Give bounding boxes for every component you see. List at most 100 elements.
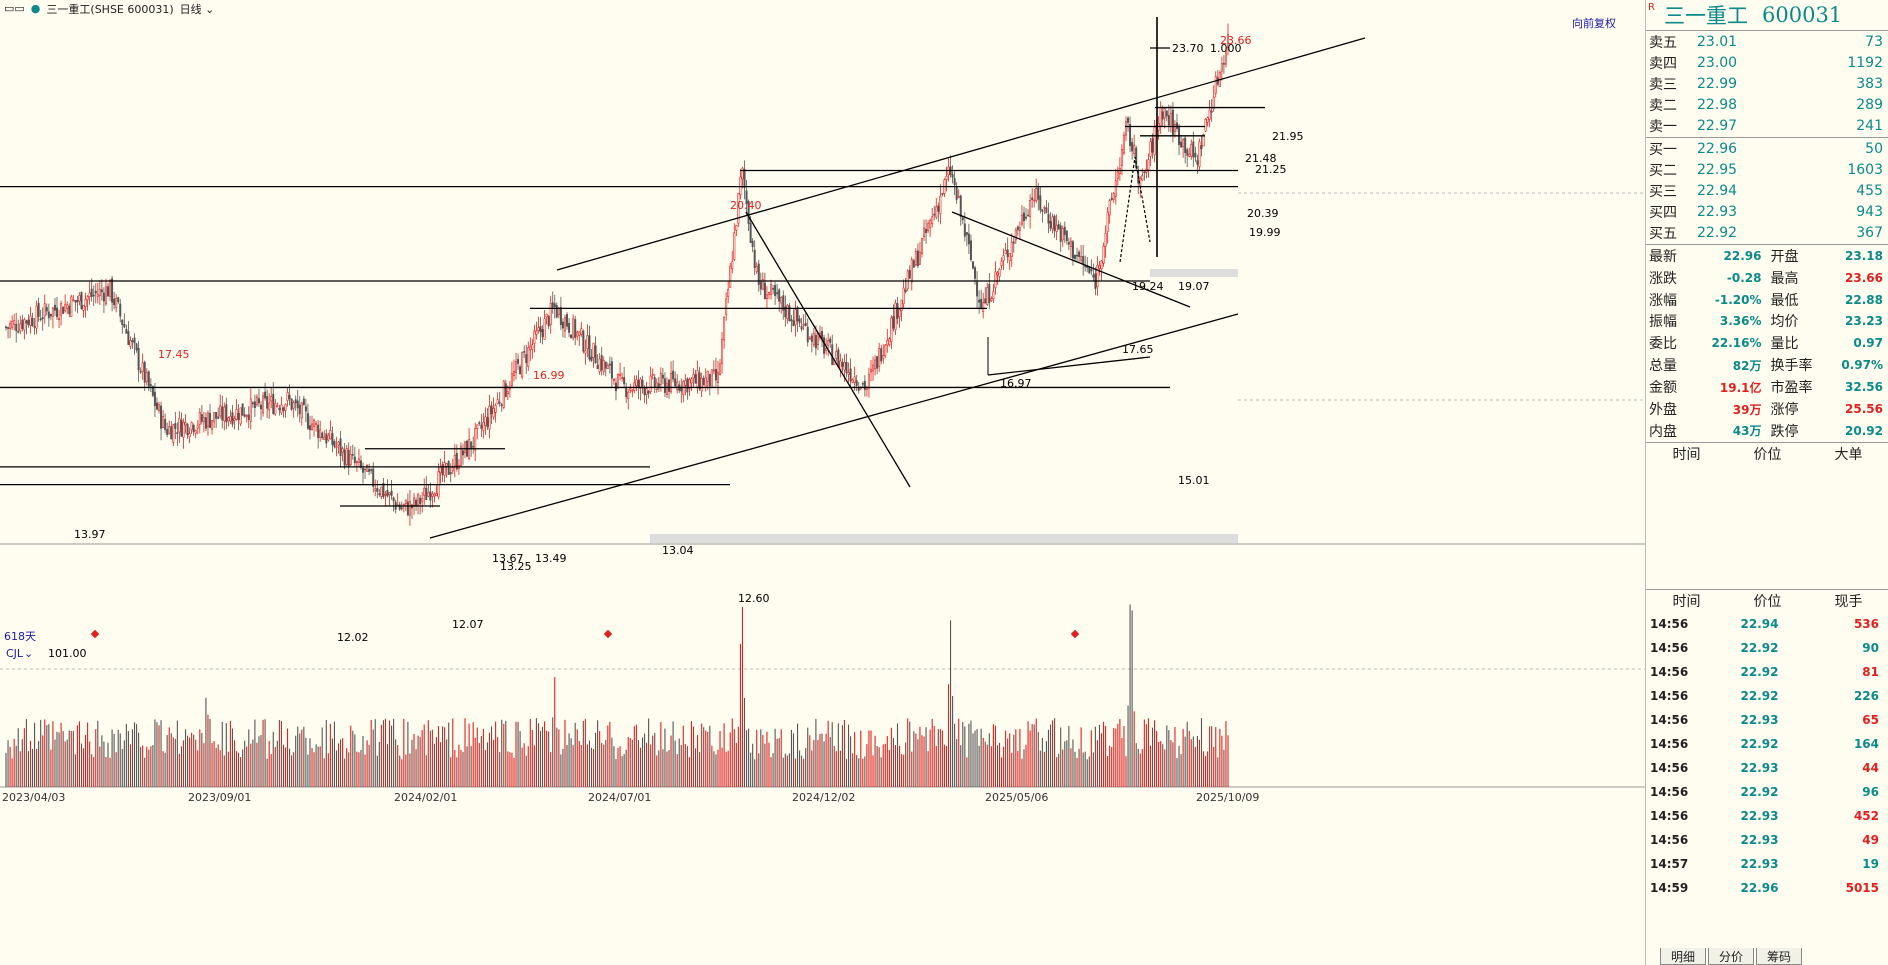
tab-明细[interactable]: 明细 bbox=[1660, 948, 1707, 965]
candle bbox=[72, 299, 75, 302]
bid-row[interactable]: 买一 22.96 50 bbox=[1646, 138, 1888, 159]
ask-row[interactable]: 卖五 23.01 73 bbox=[1646, 31, 1888, 52]
ask-row[interactable]: 卖二 22.98 289 bbox=[1646, 95, 1888, 116]
candle bbox=[539, 326, 542, 333]
candle bbox=[786, 304, 789, 320]
ask-price: 23.00 bbox=[1697, 54, 1738, 71]
candle bbox=[1061, 227, 1064, 241]
bid-row[interactable]: 买二 22.95 1603 bbox=[1646, 159, 1888, 180]
candle bbox=[912, 260, 915, 268]
bid-volume: 50 bbox=[1865, 140, 1883, 157]
candle bbox=[390, 490, 393, 496]
candle bbox=[51, 307, 54, 317]
tick-volume: 452 bbox=[1853, 808, 1879, 823]
quote-value: 25.56 bbox=[1845, 402, 1883, 417]
candle bbox=[155, 402, 158, 410]
candle bbox=[784, 306, 787, 318]
candle bbox=[978, 299, 981, 303]
candle bbox=[1227, 34, 1230, 48]
candle bbox=[969, 240, 972, 260]
candle bbox=[729, 265, 732, 288]
candle bbox=[1188, 153, 1191, 157]
candle bbox=[149, 384, 152, 386]
candle bbox=[1110, 197, 1113, 201]
candle bbox=[517, 358, 520, 364]
candle bbox=[633, 382, 636, 391]
price-label: 21.25 bbox=[1255, 163, 1287, 176]
quote-key: 外盘 bbox=[1649, 402, 1677, 419]
candle bbox=[484, 416, 487, 426]
candle bbox=[227, 417, 230, 422]
candle bbox=[96, 294, 99, 297]
tick-row: 14:56 22.93 44 bbox=[1646, 756, 1888, 780]
candle bbox=[625, 387, 628, 398]
candle bbox=[464, 441, 467, 453]
quote-panel: R 三一重工 600031 卖五 23.01 73 卖四 23.00 1192 卖三 22.9… bbox=[1645, 0, 1888, 965]
candle bbox=[549, 302, 552, 325]
candle bbox=[1090, 268, 1093, 272]
candle bbox=[1012, 241, 1015, 244]
candle bbox=[700, 377, 703, 392]
tick-price: 22.93 bbox=[1740, 760, 1779, 775]
candle bbox=[247, 414, 250, 421]
bid-volume: 455 bbox=[1856, 182, 1883, 199]
candle bbox=[15, 323, 18, 332]
candle bbox=[60, 303, 63, 316]
candle bbox=[963, 223, 966, 237]
ask-row[interactable]: 卖一 22.97 241 bbox=[1646, 116, 1888, 137]
chart-area[interactable]: 23.70 1.000 21.95 21.48 21.25 20.39 19.99 19.24… bbox=[0, 16, 1645, 962]
candle bbox=[266, 396, 269, 409]
candle bbox=[84, 298, 87, 307]
tick-row: 14:56 22.93 49 bbox=[1646, 828, 1888, 852]
candle bbox=[76, 299, 79, 303]
candle bbox=[586, 335, 589, 350]
trend-lines bbox=[0, 17, 1366, 543]
ask-volume: 383 bbox=[1856, 75, 1883, 92]
candle bbox=[772, 288, 775, 290]
candle bbox=[172, 424, 175, 443]
quote-key: 最高 bbox=[1770, 270, 1799, 287]
candle bbox=[561, 321, 564, 329]
tab-分价[interactable]: 分价 bbox=[1708, 948, 1755, 965]
candle bbox=[351, 454, 354, 456]
candle bbox=[278, 407, 281, 411]
candle bbox=[190, 422, 193, 431]
tab-筹码[interactable]: 筹码 bbox=[1756, 948, 1803, 965]
quote-key: 开盘 bbox=[1770, 248, 1799, 265]
candle bbox=[294, 399, 297, 404]
tick-row: 14:56 22.93 452 bbox=[1646, 804, 1888, 828]
candle bbox=[223, 406, 226, 422]
grid-lines bbox=[0, 192, 1645, 788]
window-icon[interactable]: ▭▭ bbox=[4, 2, 25, 15]
tick-time: 14:56 bbox=[1650, 832, 1689, 847]
candle bbox=[364, 468, 367, 471]
period-selector[interactable]: 日线 ⌄ bbox=[179, 2, 215, 16]
candle bbox=[537, 327, 540, 332]
candle bbox=[62, 306, 65, 314]
bid-row[interactable]: 买五 22.92 367 bbox=[1646, 223, 1888, 244]
bid-row[interactable]: 买四 22.93 943 bbox=[1646, 202, 1888, 223]
candle bbox=[582, 330, 585, 352]
candle bbox=[1065, 230, 1068, 242]
ask-row[interactable]: 卖三 22.99 383 bbox=[1646, 73, 1888, 94]
candle bbox=[200, 414, 203, 422]
candle bbox=[237, 412, 240, 421]
candle bbox=[382, 483, 385, 498]
bid-row[interactable]: 买三 22.94 455 bbox=[1646, 180, 1888, 201]
candle bbox=[1106, 211, 1109, 232]
candle bbox=[1059, 225, 1062, 242]
candles bbox=[5, 23, 1230, 526]
ask-row[interactable]: 卖四 23.00 1192 bbox=[1646, 52, 1888, 73]
peak-label: 17.45 bbox=[158, 348, 190, 361]
quote-value: -1.20% bbox=[1714, 292, 1762, 307]
tick-time: 14:56 bbox=[1650, 688, 1689, 703]
candle bbox=[262, 395, 265, 414]
candle bbox=[231, 412, 234, 425]
candle bbox=[113, 298, 116, 306]
ask-volume: 1192 bbox=[1847, 54, 1883, 71]
candle bbox=[496, 399, 499, 405]
candle bbox=[370, 469, 373, 471]
candle bbox=[939, 195, 942, 215]
candle bbox=[688, 379, 691, 389]
candle bbox=[117, 297, 120, 303]
